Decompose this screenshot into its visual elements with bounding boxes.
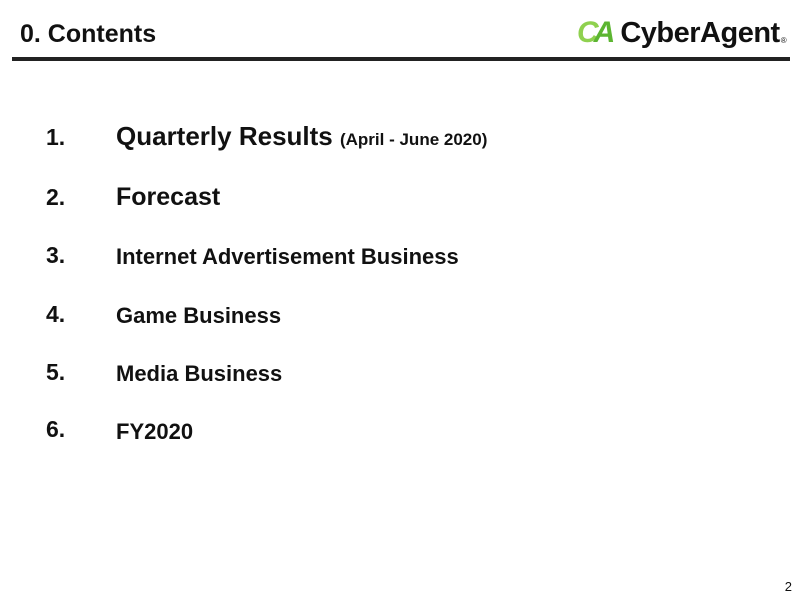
ca-logo-mark: CA [577,16,615,49]
item-number: 2. [46,184,66,210]
registered-mark: ® [780,36,787,45]
item-label: Forecast [116,183,221,211]
item-number: 6. [46,416,66,442]
item-label: Quarterly Results (April - June 2020) [116,121,487,152]
header-divider [12,57,790,61]
item-number: 3. [46,242,66,268]
page-title: 0. Contents [20,20,157,48]
cyberagent-logo: CA CyberAgent ® [577,15,787,51]
logo-text: CyberAgent [620,16,780,49]
item-title: Quarterly Results [116,121,333,151]
item-label: Game Business [116,303,282,328]
item-label: FY2020 [116,419,194,444]
page-number: 2 [784,579,792,594]
item-label: Internet Advertisement Business [116,244,459,269]
item-number: 1. [46,124,66,150]
item-subtitle: (April - June 2020) [339,130,488,149]
item-number: 4. [46,301,66,327]
item-number: 5. [46,359,66,385]
item-label: Media Business [116,361,283,386]
